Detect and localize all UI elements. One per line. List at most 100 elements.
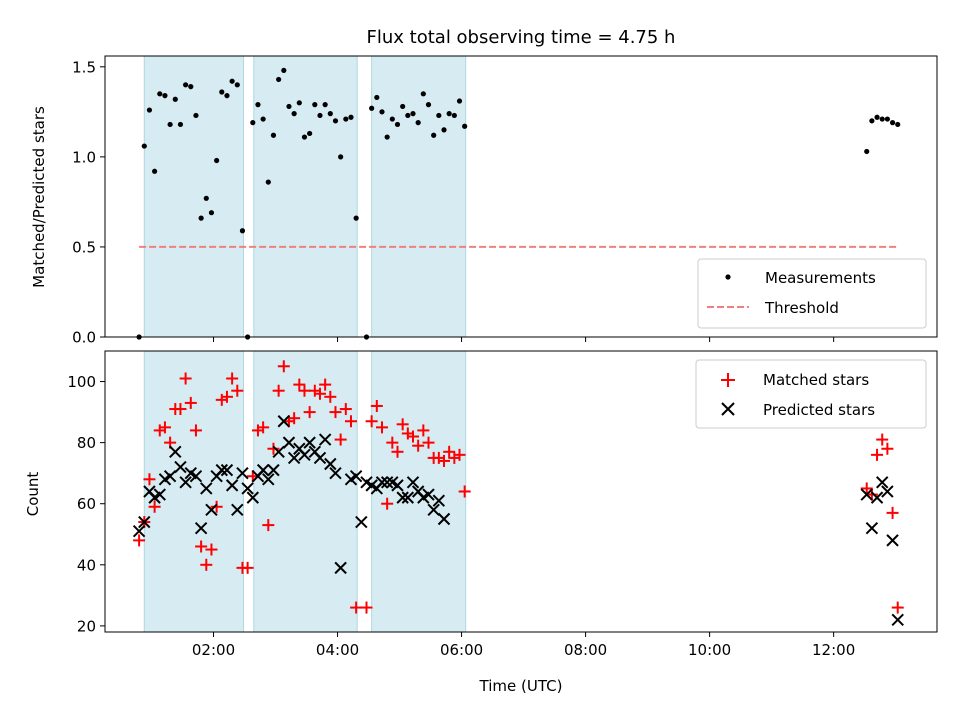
measurements-point-17 — [224, 93, 230, 99]
top-shaded-interval-1 — [253, 55, 358, 338]
legend-matched-label: Matched stars — [763, 371, 869, 389]
predicted-stars-point-14 — [205, 503, 218, 517]
matched-stars-point-19 — [231, 384, 244, 397]
measurements-point-47 — [384, 134, 390, 140]
matched-stars-point-11 — [189, 424, 202, 437]
matched-stars-point-32 — [298, 384, 311, 397]
measurements-point-26 — [270, 132, 277, 138]
predicted-stars-point-58 — [437, 512, 451, 526]
top-y-axis-label: Matched/Predicted stars — [30, 106, 48, 288]
bot-shaded-interval-0 — [143, 350, 244, 633]
matched-stars-point-12 — [195, 540, 208, 553]
measurements-point-34 — [312, 102, 318, 108]
legend-matched-marker — [721, 373, 735, 387]
measurements-point-44 — [369, 105, 375, 111]
measurements-point-20 — [239, 228, 246, 234]
matched-stars-point-9 — [179, 372, 192, 385]
measurements-point-24 — [260, 116, 266, 122]
predicted-stars-point-55 — [422, 488, 435, 501]
measurements-point-59 — [446, 111, 452, 117]
matched-stars-point-46 — [375, 421, 388, 434]
predicted-stars-point-13 — [200, 482, 213, 495]
measurements-point-66 — [879, 116, 885, 122]
measurements-point-55 — [425, 102, 432, 108]
top-y-tick-label: 0.5 — [72, 238, 96, 256]
x-tick-label: 10:00 — [688, 641, 731, 659]
matched-stars-point-15 — [210, 500, 223, 513]
bot-y-tick-label: 40 — [77, 556, 96, 574]
measurements-point-23 — [255, 102, 261, 108]
bottom-shaded-intervals — [143, 350, 467, 633]
matched-stars-point-36 — [319, 378, 332, 391]
measurements-point-36 — [322, 102, 328, 108]
measurements-point-65 — [874, 114, 880, 120]
measurements-point-14 — [208, 210, 215, 216]
predicted-stars-point-26 — [267, 463, 280, 477]
measurements-point-32 — [301, 134, 308, 140]
measurements-point-41 — [348, 114, 354, 120]
measurements-point-48 — [389, 116, 395, 122]
matched-stars-point-40 — [339, 403, 352, 416]
predicted-stars-point-52 — [406, 476, 420, 489]
matched-stars-point-44 — [365, 415, 378, 428]
top-x-ticks — [213, 337, 835, 342]
bottom-y-axis-label: Count — [24, 472, 42, 517]
measurements-point-64 — [869, 118, 875, 124]
matched-stars-point-48 — [386, 436, 399, 449]
measurements-point-12 — [198, 215, 204, 221]
predicted-stars-point-39 — [334, 561, 347, 575]
predicted-stars-point-37 — [324, 457, 337, 471]
measurements-point-19 — [234, 82, 240, 88]
measurements-point-7 — [172, 96, 178, 102]
measurements-point-30 — [291, 111, 297, 117]
predicted-stars-point-7 — [169, 445, 182, 459]
predicted-stars-point-8 — [174, 460, 187, 474]
matched-stars-point-26 — [267, 442, 280, 455]
matched-stars-point-43 — [360, 601, 373, 614]
measurements-point-13 — [203, 195, 209, 201]
measurements-point-28 — [281, 67, 287, 74]
bot-shaded-interval-1 — [253, 350, 358, 633]
predicted-stars-point-46 — [375, 476, 389, 489]
predicted-stars-point-17 — [220, 463, 234, 477]
predicted-stars-point-18 — [225, 479, 239, 492]
matched-stars-point-33 — [303, 406, 316, 419]
measurements-point-31 — [296, 100, 302, 106]
predicted-stars-point-6 — [163, 470, 177, 483]
legend-measurements-label: Measurements — [765, 269, 876, 287]
predicted-stars-point-51 — [401, 491, 415, 504]
predicted-stars-point-62 — [876, 476, 889, 489]
matched-stars-point-53 — [412, 439, 425, 452]
top-y-ticks: 0.0 0.5 1.0 1.5 — [72, 58, 105, 347]
predicted-stars-point-41 — [349, 470, 363, 483]
x-tick-label: 06:00 — [440, 641, 483, 659]
measurements-point-33 — [307, 130, 313, 137]
predicted-stars-point-36 — [318, 433, 332, 446]
measurements-point-22 — [250, 120, 256, 126]
matched-stars-point-25 — [262, 519, 275, 532]
measurements-point-39 — [338, 154, 344, 160]
top-series — [136, 67, 901, 340]
x-tick-label: 02:00 — [192, 641, 235, 659]
matched-stars-point-68 — [886, 506, 899, 519]
predicted-stars-point-19 — [231, 503, 244, 517]
measurements-point-68 — [889, 120, 896, 126]
chart-title: Flux total observing time = 4.75 h — [367, 27, 676, 48]
legend-predicted-label: Predicted stars — [763, 401, 875, 419]
matched-stars-point-35 — [313, 387, 326, 400]
top-shaded-interval-2 — [371, 55, 467, 338]
predicted-stars-point-12 — [194, 521, 208, 535]
measurements-point-8 — [177, 121, 184, 128]
predicted-stars-point-59 — [860, 488, 873, 501]
predicted-stars-point-9 — [179, 476, 192, 489]
matched-stars-point-0 — [133, 534, 146, 547]
matched-stars-point-69 — [891, 601, 904, 614]
measurements-point-67 — [884, 116, 890, 122]
measurements-point-25 — [265, 179, 271, 185]
legend-threshold-label: Threshold — [764, 299, 839, 317]
measurements-point-11 — [193, 112, 199, 119]
predicted-stars-point-25 — [262, 473, 275, 486]
measurements-point-40 — [343, 116, 349, 122]
matched-stars-point-18 — [226, 372, 239, 385]
bot-y-tick-label: 20 — [77, 617, 96, 635]
